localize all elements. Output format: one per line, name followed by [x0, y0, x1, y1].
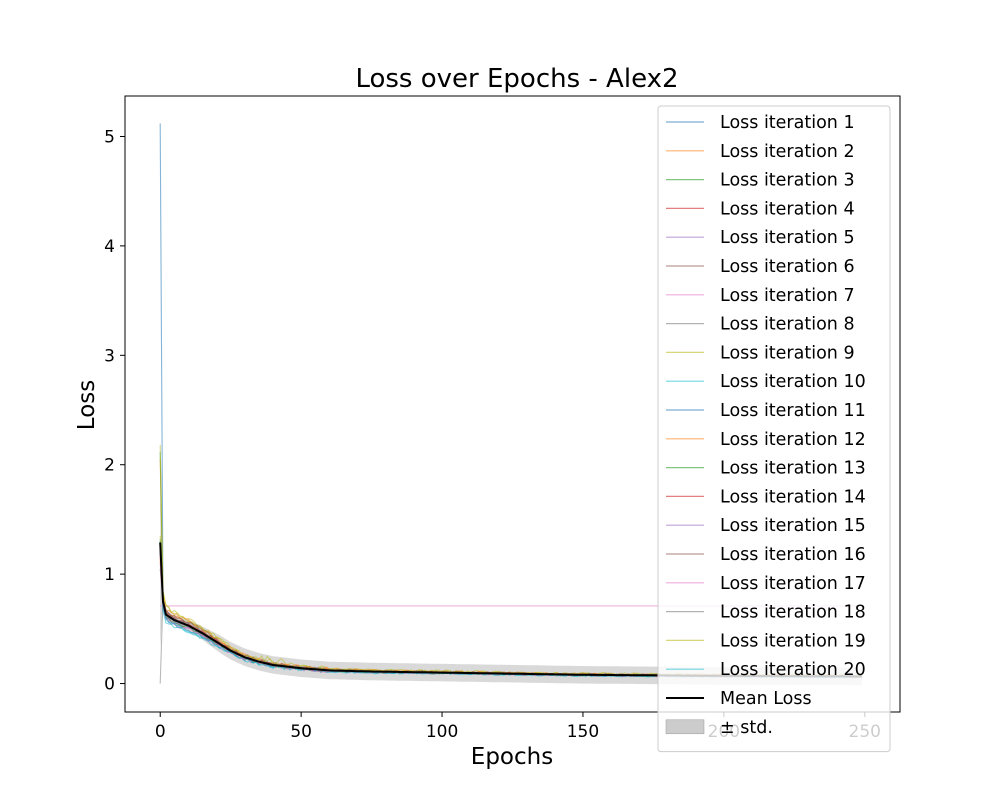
x-tick-label-0: 0 [155, 722, 166, 742]
legend-label-std: ± std. [720, 718, 773, 738]
x-tick-label-100: 100 [426, 722, 458, 742]
y-axis-ticks: 0 1 2 3 4 5 [104, 127, 125, 695]
legend-label-loss-iteration-8: Loss iteration 8 [720, 315, 855, 335]
legend-label-loss-iteration-6: Loss iteration 6 [720, 257, 855, 277]
legend-label-loss-iteration-18: Loss iteration 18 [720, 603, 866, 623]
y-tick-label-3: 3 [104, 346, 115, 366]
legend-label-loss-iteration-2: Loss iteration 2 [720, 142, 855, 162]
legend-label-loss-iteration-15: Loss iteration 15 [720, 516, 866, 536]
axes-frame [124, 95, 901, 713]
legend-label-loss-iteration-13: Loss iteration 13 [720, 459, 866, 479]
legend: Loss iteration 1 Loss iteration 2 Loss ite… [657, 105, 891, 753]
legend-label-loss-iteration-19: Loss iteration 19 [720, 631, 866, 651]
x-tick-label-50: 50 [290, 722, 312, 742]
x-tick-label-150: 150 [567, 722, 599, 742]
legend-label-loss-iteration-14: Loss iteration 14 [720, 487, 866, 507]
legend-label-loss-iteration-4: Loss iteration 4 [720, 199, 855, 219]
chart-title: Loss over Epochs - Alex2 [355, 64, 678, 94]
x-axis-label: Epochs [471, 744, 553, 770]
legend-label-loss-iteration-11: Loss iteration 11 [720, 401, 866, 421]
legend-label-loss-iteration-1: Loss iteration 1 [720, 113, 855, 133]
legend-label-loss-iteration-20: Loss iteration 20 [720, 660, 866, 680]
legend-label-loss-iteration-17: Loss iteration 17 [720, 574, 866, 594]
y-tick-label-1: 1 [104, 565, 115, 585]
y-tick-label-4: 4 [104, 237, 115, 257]
y-tick-label-2: 2 [104, 456, 115, 476]
legend-label-mean-loss: Mean Loss [720, 689, 812, 709]
legend-box [657, 105, 891, 753]
legend-label-loss-iteration-16: Loss iteration 16 [720, 545, 866, 565]
y-axis-label: Loss [74, 380, 100, 430]
y-tick-label-5: 5 [104, 127, 115, 147]
legend-label-loss-iteration-7: Loss iteration 7 [720, 286, 855, 306]
legend-label-loss-iteration-9: Loss iteration 9 [720, 343, 855, 363]
legend-label-loss-iteration-3: Loss iteration 3 [720, 171, 855, 191]
legend-label-loss-iteration-5: Loss iteration 5 [720, 228, 855, 248]
legend-label-loss-iteration-12: Loss iteration 12 [720, 430, 866, 450]
legend-swatch-std [665, 719, 705, 735]
legend-label-loss-iteration-10: Loss iteration 10 [720, 372, 866, 392]
y-tick-label-0: 0 [104, 675, 115, 695]
